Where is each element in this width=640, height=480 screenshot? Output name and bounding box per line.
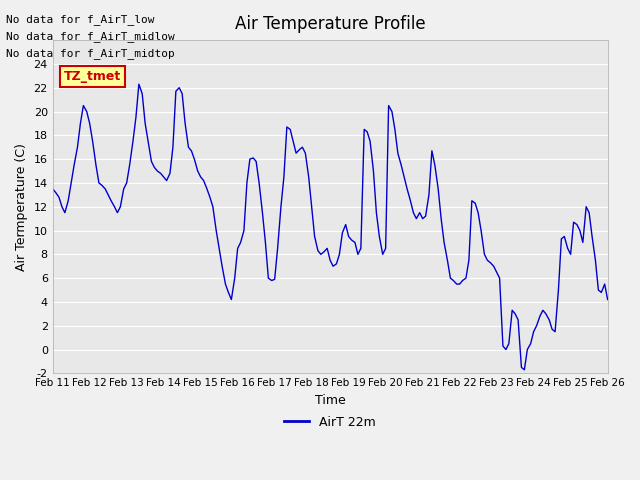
Text: No data for f_AirT_midtop: No data for f_AirT_midtop bbox=[6, 48, 175, 59]
X-axis label: Time: Time bbox=[315, 394, 346, 407]
Title: Air Temperature Profile: Air Temperature Profile bbox=[235, 15, 426, 33]
Legend: AirT 22m: AirT 22m bbox=[279, 411, 381, 434]
Text: TZ_tmet: TZ_tmet bbox=[64, 70, 121, 83]
Y-axis label: Air Termperature (C): Air Termperature (C) bbox=[15, 143, 28, 271]
Text: No data for f_AirT_low: No data for f_AirT_low bbox=[6, 14, 155, 25]
Text: No data for f_AirT_midlow: No data for f_AirT_midlow bbox=[6, 31, 175, 42]
